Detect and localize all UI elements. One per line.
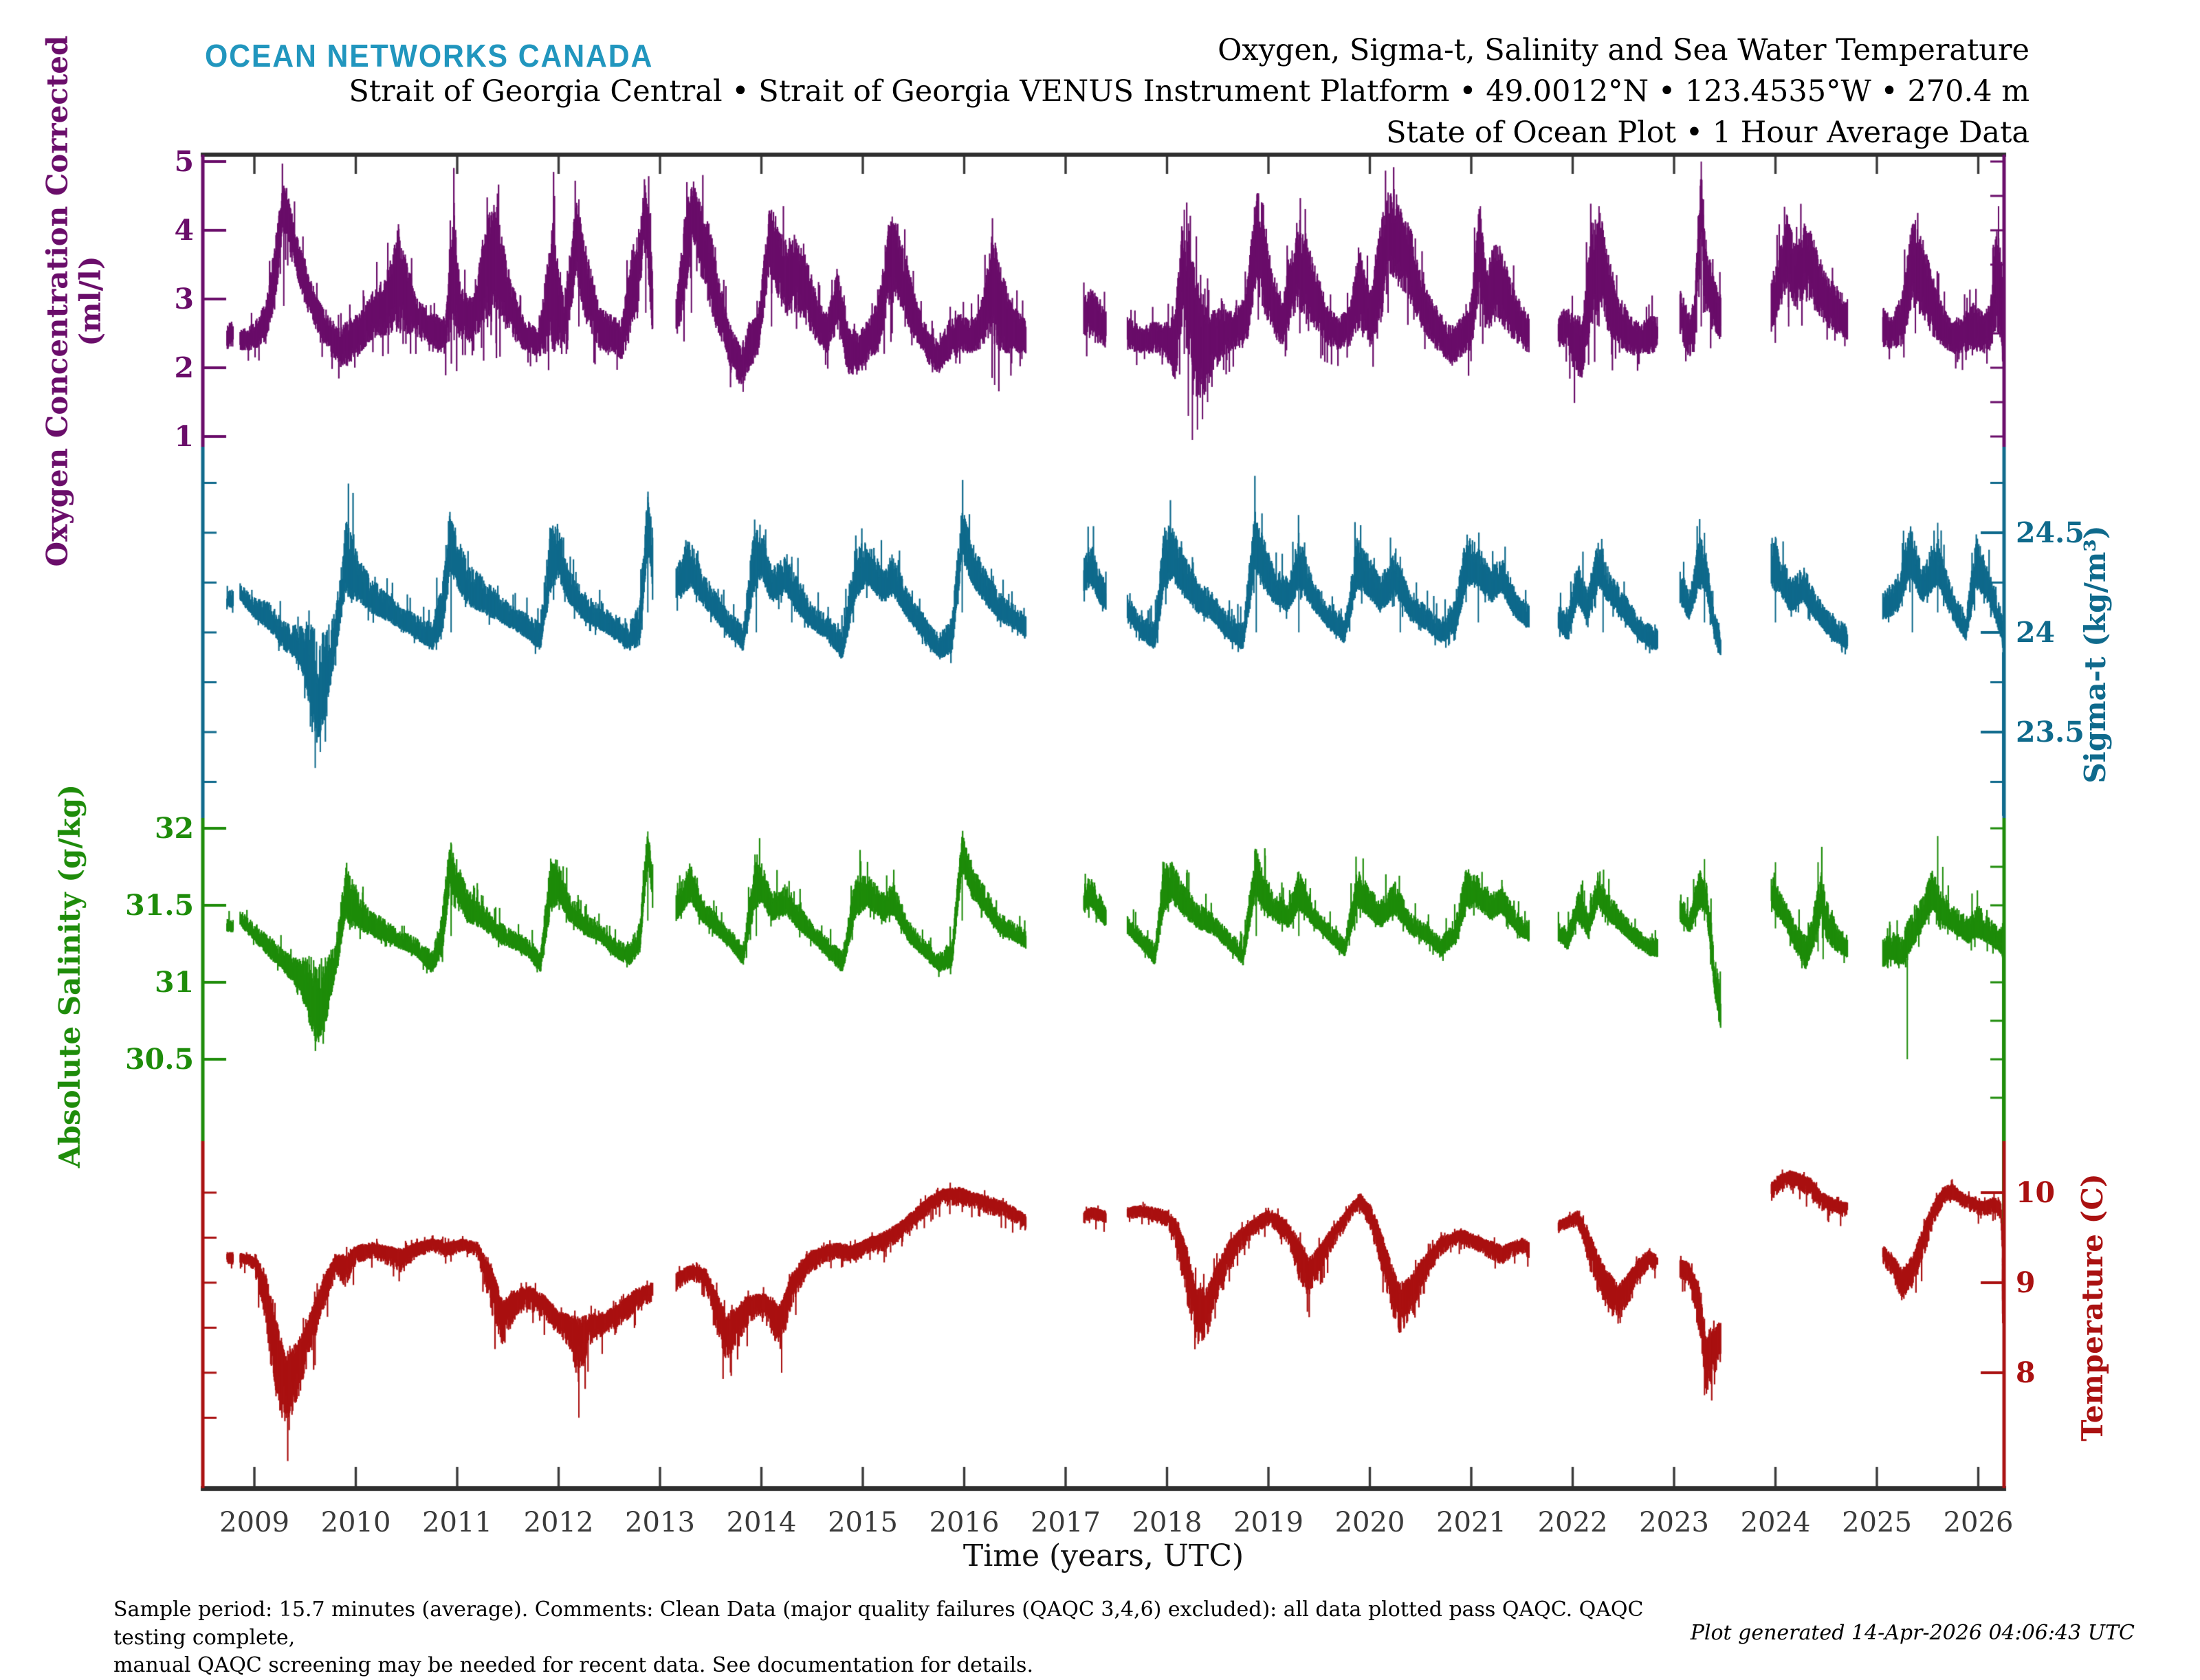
year-label-2013: 2013 [625, 1507, 695, 1538]
oxygen-tick-label-2: 2 [174, 351, 194, 384]
oxygen-tick-label-1: 1 [174, 420, 194, 453]
year-label-2020: 2020 [1334, 1507, 1405, 1538]
ocean-networks-canada-logo: OCEAN NETWORKS CANADA [205, 38, 654, 74]
year-label-2012: 2012 [523, 1507, 594, 1538]
year-label-2010: 2010 [320, 1507, 391, 1538]
salinity-tick-label-31: 31 [154, 966, 194, 999]
temperature-tick-label-9: 9 [2016, 1266, 2036, 1299]
plot-title-line3: State of Ocean Plot • 1 Hour Average Dat… [1386, 115, 2030, 150]
sigma-t-tick-label-24: 24 [2016, 616, 2056, 649]
sigma-t-axis-title: Sigma-t (kg/m³) [2078, 525, 2112, 784]
oxygen-axis-title: Oxygen Concentration Corrected (ml/l) [40, 35, 107, 567]
footer-comments-line2: manual QAQC screening may be needed for … [113, 1653, 1033, 1677]
sigma-t-tick-label-24.5: 24.5 [2016, 516, 2084, 549]
year-label-2024: 2024 [1740, 1507, 1811, 1538]
year-label-2026: 2026 [1943, 1507, 2014, 1538]
year-label-2022: 2022 [1537, 1507, 1608, 1538]
temperature-tick-label-8: 8 [2016, 1356, 2036, 1389]
oxygen-tick-label-5: 5 [174, 145, 194, 178]
footer-comments-line1: Sample period: 15.7 minutes (average). C… [113, 1598, 1644, 1650]
x-axis-title: Time (years, UTC) [962, 1538, 1244, 1573]
temperature-axis-title: Temperature (C) [2075, 1173, 2109, 1441]
plot-generated-timestamp: Plot generated 14-Apr-2026 04:06:43 UTC [1690, 1621, 2135, 1645]
plot-title-line1: Oxygen, Sigma-t, Salinity and Sea Water … [1218, 33, 2030, 67]
oxygen-tick-label-4: 4 [174, 214, 194, 247]
salinity-axis-title: Absolute Salinity (g/kg) [52, 784, 87, 1169]
salinity-tick-label-30.5: 30.5 [125, 1043, 194, 1076]
year-label-2018: 2018 [1132, 1507, 1202, 1538]
year-label-2015: 2015 [828, 1507, 898, 1538]
sigma-t-tick-label-23.5: 23.5 [2016, 716, 2084, 749]
year-label-2011: 2011 [422, 1507, 492, 1538]
year-label-2025: 2025 [1842, 1507, 1912, 1538]
plot-title-line2: Strait of Georgia Central • Strait of Ge… [349, 74, 2030, 109]
year-label-2019: 2019 [1233, 1507, 1304, 1538]
year-label-2016: 2016 [929, 1507, 1000, 1538]
oxygen-tick-label-3: 3 [174, 283, 194, 316]
temperature-tick-label-10: 10 [2016, 1176, 2056, 1209]
salinity-tick-label-32: 32 [154, 812, 194, 845]
year-label-2009: 2009 [219, 1507, 289, 1538]
footer-comments: Sample period: 15.7 minutes (average). C… [113, 1596, 1715, 1680]
year-label-2023: 2023 [1639, 1507, 1709, 1538]
year-label-2014: 2014 [726, 1507, 797, 1538]
year-label-2017: 2017 [1031, 1507, 1101, 1538]
salinity-tick-label-31.5: 31.5 [125, 889, 194, 922]
year-label-2021: 2021 [1436, 1507, 1506, 1538]
